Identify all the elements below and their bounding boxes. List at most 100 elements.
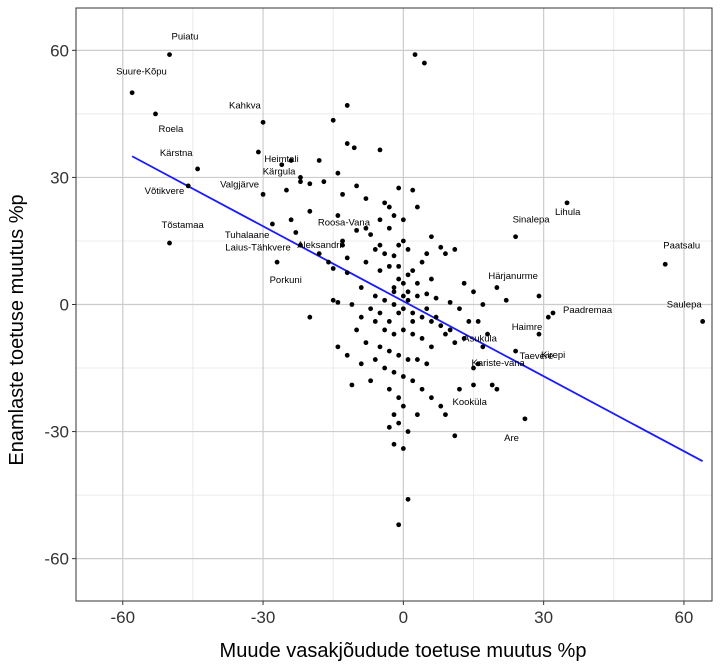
data-point xyxy=(410,378,416,384)
data-point xyxy=(391,331,397,337)
data-point xyxy=(414,357,420,362)
data-point xyxy=(396,242,402,248)
point-label: Saulepa xyxy=(667,299,703,310)
data-point xyxy=(443,331,448,337)
y-tick-label: -60 xyxy=(44,550,69,569)
point-labels-group: Puiatu Suure-Kõpu Roela Kahkva Heimtali Kärst… xyxy=(116,32,702,444)
data-point xyxy=(330,117,336,123)
data-point xyxy=(298,175,303,180)
point-label: Härjanurme xyxy=(488,271,538,282)
data-point xyxy=(433,314,439,320)
grid xyxy=(76,8,712,601)
data-point xyxy=(372,319,378,324)
data-point xyxy=(457,386,462,392)
point-label: Taevere xyxy=(520,351,554,362)
data-point xyxy=(396,522,402,528)
data-point xyxy=(438,403,444,409)
data-point xyxy=(279,162,285,168)
data-point xyxy=(335,344,341,350)
point-label: Kooküla xyxy=(453,397,488,408)
point-label: Valgjärve xyxy=(220,179,259,190)
data-point xyxy=(349,302,355,307)
point-label: Are xyxy=(504,433,519,444)
y-tick-label: 60 xyxy=(50,41,69,60)
data-point xyxy=(424,306,430,312)
data-point xyxy=(503,297,509,303)
data-point xyxy=(386,263,392,269)
data-point xyxy=(358,314,364,320)
data-point xyxy=(410,187,416,193)
data-point xyxy=(438,323,444,329)
data-point xyxy=(377,310,383,316)
data-point xyxy=(382,297,388,303)
data-point xyxy=(405,357,411,362)
data-point xyxy=(340,191,345,197)
trend-line-group xyxy=(131,155,704,463)
data-point xyxy=(307,208,313,214)
point-label: Haimre xyxy=(512,322,543,333)
data-point xyxy=(400,446,406,451)
labeled-data-point xyxy=(662,261,668,267)
data-point xyxy=(363,196,369,202)
data-point xyxy=(386,348,392,354)
x-axis-label: Muude vasakjõudude toetuse muutus %p xyxy=(220,640,587,662)
data-point xyxy=(424,361,430,367)
labeled-data-point xyxy=(494,386,500,392)
data-point xyxy=(429,319,434,324)
labeled-data-point xyxy=(340,242,345,248)
data-point xyxy=(466,319,472,324)
data-point xyxy=(410,268,416,274)
data-point xyxy=(485,331,490,337)
point-label: Suure-Kõpu xyxy=(116,67,167,78)
point-label: Tuhalaane xyxy=(225,230,270,241)
labeled-data-point xyxy=(513,348,518,354)
point-label: Roosa-Vana xyxy=(318,218,371,229)
labeled-data-point xyxy=(260,191,266,197)
data-point xyxy=(433,295,439,301)
labeled-data-point xyxy=(293,230,299,235)
labeled-data-point xyxy=(298,179,303,185)
data-point xyxy=(429,234,434,240)
data-point xyxy=(382,365,388,371)
data-point xyxy=(400,374,406,379)
x-tick-label: -30 xyxy=(251,608,276,627)
labeled-data-point xyxy=(167,52,172,57)
x-tick-label: 30 xyxy=(534,608,553,627)
data-point xyxy=(419,335,425,341)
data-point xyxy=(457,306,462,312)
data-point xyxy=(475,361,481,367)
data-point xyxy=(452,433,458,439)
data-point xyxy=(400,238,406,244)
x-tick-label: -60 xyxy=(110,608,135,627)
data-point xyxy=(326,259,331,265)
data-point xyxy=(344,270,350,276)
point-label: Kahkva xyxy=(229,100,261,111)
data-point xyxy=(351,145,357,151)
data-point xyxy=(419,386,425,392)
data-point xyxy=(400,327,406,333)
point-label: Kariste-vana xyxy=(472,358,526,369)
data-point xyxy=(377,217,383,223)
data-point xyxy=(307,181,313,187)
data-point xyxy=(284,187,289,193)
data-point xyxy=(386,225,392,231)
data-point xyxy=(475,319,481,324)
data-point xyxy=(391,302,397,307)
data-point xyxy=(298,242,303,248)
labeled-data-point xyxy=(335,213,341,218)
point-label: Lihula xyxy=(555,207,581,218)
point-label: Kirepi xyxy=(541,350,565,361)
data-point xyxy=(363,259,369,265)
data-point xyxy=(421,60,427,66)
data-point xyxy=(447,299,453,305)
data-point xyxy=(377,268,383,274)
data-point xyxy=(396,310,402,316)
data-point xyxy=(461,280,467,286)
data-point xyxy=(288,217,294,223)
data-point xyxy=(405,496,411,502)
point-label: Sinalepa xyxy=(513,215,551,226)
data-point xyxy=(358,285,364,290)
data-point xyxy=(405,272,411,278)
point-label: Tõstamaa xyxy=(162,220,205,231)
